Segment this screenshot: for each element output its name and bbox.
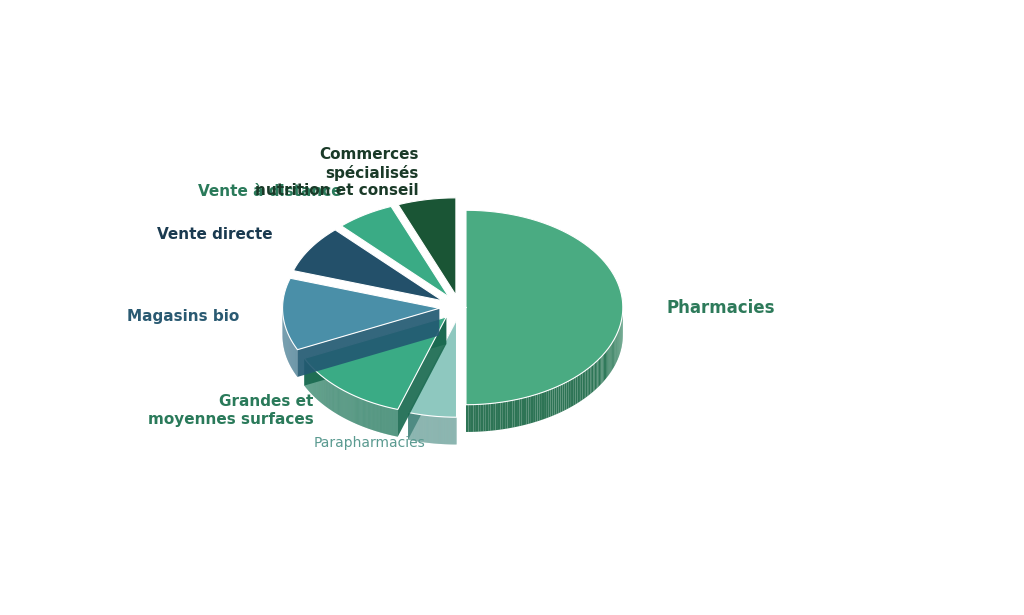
Polygon shape: [512, 400, 515, 427]
Polygon shape: [534, 395, 536, 423]
Polygon shape: [584, 370, 586, 399]
Polygon shape: [603, 354, 604, 383]
Text: Vente à distance: Vente à distance: [198, 184, 341, 199]
Polygon shape: [341, 207, 449, 297]
Polygon shape: [526, 397, 528, 424]
Polygon shape: [540, 392, 542, 421]
Polygon shape: [501, 402, 503, 430]
Polygon shape: [538, 394, 540, 421]
Polygon shape: [607, 349, 608, 377]
Polygon shape: [490, 403, 494, 430]
Polygon shape: [542, 392, 544, 420]
Polygon shape: [591, 365, 592, 394]
Polygon shape: [476, 405, 478, 432]
Polygon shape: [515, 399, 517, 427]
Polygon shape: [581, 373, 583, 401]
Polygon shape: [578, 375, 579, 403]
Polygon shape: [588, 368, 589, 397]
Polygon shape: [599, 358, 600, 386]
Polygon shape: [508, 401, 510, 429]
Polygon shape: [566, 381, 568, 410]
Polygon shape: [283, 278, 439, 350]
Polygon shape: [473, 405, 476, 432]
Text: Commerces
spécialisés
nutrition et conseil: Commerces spécialisés nutrition et conse…: [255, 148, 418, 198]
Polygon shape: [517, 399, 519, 427]
Polygon shape: [589, 367, 591, 395]
Polygon shape: [572, 378, 573, 407]
Polygon shape: [557, 386, 558, 414]
Polygon shape: [398, 198, 456, 295]
Polygon shape: [528, 396, 530, 424]
Polygon shape: [485, 404, 488, 431]
Polygon shape: [298, 308, 439, 377]
Polygon shape: [530, 395, 534, 423]
Polygon shape: [496, 403, 498, 430]
Polygon shape: [600, 357, 601, 385]
Polygon shape: [593, 363, 595, 392]
Polygon shape: [553, 387, 555, 416]
Polygon shape: [524, 397, 526, 425]
Polygon shape: [558, 385, 560, 413]
Polygon shape: [573, 377, 575, 405]
Polygon shape: [605, 351, 606, 379]
Polygon shape: [521, 398, 524, 426]
Polygon shape: [494, 403, 496, 430]
Polygon shape: [586, 369, 588, 397]
Polygon shape: [466, 405, 468, 432]
Polygon shape: [488, 403, 490, 431]
Polygon shape: [570, 379, 572, 407]
Polygon shape: [544, 391, 546, 419]
Polygon shape: [575, 376, 578, 404]
Polygon shape: [596, 360, 597, 389]
Polygon shape: [560, 384, 562, 412]
Polygon shape: [304, 317, 446, 410]
Polygon shape: [595, 362, 596, 391]
Text: Vente directe: Vente directe: [158, 226, 273, 242]
Polygon shape: [397, 317, 446, 437]
Polygon shape: [536, 394, 538, 422]
Polygon shape: [583, 371, 584, 400]
Polygon shape: [592, 364, 593, 393]
Polygon shape: [546, 391, 548, 418]
Polygon shape: [505, 401, 508, 429]
Polygon shape: [293, 230, 442, 301]
Polygon shape: [564, 382, 566, 410]
Polygon shape: [468, 405, 471, 432]
Polygon shape: [562, 383, 564, 411]
Polygon shape: [498, 402, 501, 430]
Polygon shape: [555, 387, 557, 415]
Polygon shape: [519, 399, 521, 426]
Polygon shape: [568, 380, 570, 408]
Polygon shape: [483, 404, 485, 431]
Text: Magasins bio: Magasins bio: [127, 309, 239, 323]
Polygon shape: [597, 359, 599, 387]
Polygon shape: [409, 320, 457, 440]
Polygon shape: [478, 404, 481, 432]
Polygon shape: [503, 402, 505, 429]
Polygon shape: [579, 374, 581, 402]
Polygon shape: [551, 389, 553, 417]
Polygon shape: [466, 210, 623, 405]
Polygon shape: [606, 350, 607, 378]
Polygon shape: [304, 317, 446, 386]
Polygon shape: [510, 400, 512, 428]
Text: Parapharmacies: Parapharmacies: [313, 436, 425, 450]
Polygon shape: [481, 404, 483, 432]
Polygon shape: [601, 355, 603, 384]
Polygon shape: [548, 389, 551, 418]
Polygon shape: [604, 352, 605, 381]
Polygon shape: [471, 405, 473, 432]
Text: Grandes et
moyennes surfaces: Grandes et moyennes surfaces: [147, 394, 313, 427]
Text: Pharmacies: Pharmacies: [667, 298, 775, 317]
Polygon shape: [409, 320, 457, 417]
